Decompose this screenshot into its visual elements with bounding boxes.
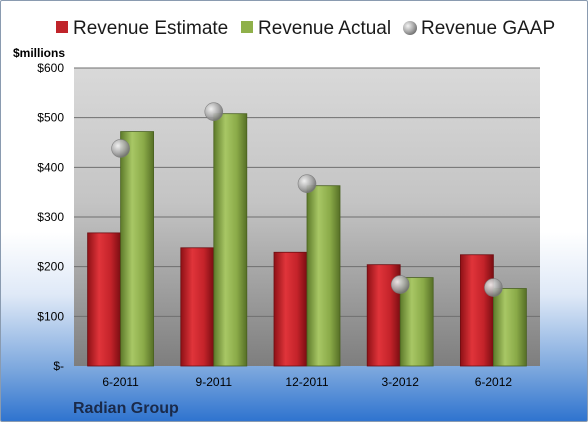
- y-tick-label: $300: [37, 210, 64, 224]
- legend-swatch-revenue-gaap: [403, 21, 417, 35]
- bar-revenue-actual: [399, 277, 434, 367]
- marker-revenue-gaap: [484, 278, 503, 297]
- bars: [87, 113, 527, 367]
- y-axis: $- $100 $200 $300 $400 $500 $600: [37, 61, 64, 373]
- bar-revenue-estimate: [180, 247, 215, 367]
- marker-revenue-gaap: [390, 275, 410, 294]
- bar-revenue-actual: [213, 113, 248, 367]
- legend: Revenue Estimate Revenue Actual Revenue …: [56, 18, 555, 39]
- y-tick-label: $600: [37, 61, 64, 75]
- y-tick-label: $-: [53, 359, 64, 373]
- y-tick-label: $100: [37, 309, 64, 323]
- marker-revenue-gaap: [111, 139, 130, 158]
- x-tick-label: 12-2011: [285, 375, 328, 389]
- legend-label-revenue-estimate: Revenue Estimate: [73, 18, 228, 39]
- bar-revenue-estimate: [87, 232, 121, 367]
- x-tick-label: 6-2012: [475, 375, 513, 389]
- gaap-markers: [111, 102, 503, 297]
- legend-label-revenue-gaap: Revenue GAAP: [421, 18, 555, 39]
- y-unit-label: $millions: [13, 46, 65, 60]
- bar-revenue-actual: [492, 288, 527, 367]
- legend-label-revenue-actual: Revenue Actual: [258, 18, 391, 39]
- bar-revenue-actual: [306, 185, 341, 367]
- legend-swatch-revenue-estimate: [56, 21, 68, 33]
- company-name: Radian Group: [73, 400, 179, 417]
- x-tick-label: 9-2011: [196, 375, 233, 389]
- x-axis: 6-2011 9-2011 12-2011 3-2012 6-2012: [102, 375, 512, 389]
- legend-swatch-revenue-actual: [241, 21, 253, 33]
- marker-revenue-gaap: [204, 102, 224, 122]
- y-tick-label: $400: [37, 160, 64, 174]
- x-tick-label: 3-2012: [382, 375, 420, 389]
- bar-revenue-estimate: [273, 251, 308, 367]
- bar-revenue-actual: [120, 131, 154, 367]
- y-tick-label: $200: [37, 260, 64, 274]
- marker-revenue-gaap: [297, 174, 317, 194]
- bar-revenue-estimate: [459, 254, 494, 367]
- y-tick-label: $500: [37, 111, 64, 125]
- x-tick-label: 6-2011: [102, 375, 139, 389]
